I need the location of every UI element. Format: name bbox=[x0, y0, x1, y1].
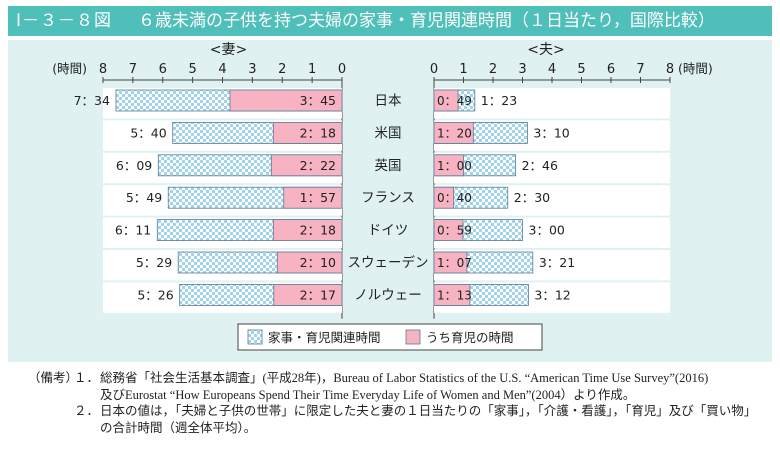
wife-panel-title: <妻> bbox=[210, 42, 247, 58]
country-label: ノルウェー bbox=[354, 287, 422, 303]
wife-childcare-label: 2：17 bbox=[300, 287, 336, 302]
country-label: 英国 bbox=[375, 157, 402, 174]
husband-total-label: 3：12 bbox=[534, 287, 570, 302]
wife-total-label: 5：40 bbox=[130, 125, 166, 140]
husband-total-label: 1：23 bbox=[481, 93, 517, 108]
wife-axis-tick-label: 2 bbox=[278, 62, 286, 77]
husband-childcare-label: 1：07 bbox=[437, 256, 472, 270]
note-number: ２． bbox=[74, 404, 100, 418]
husband-childcare-bar bbox=[433, 219, 464, 242]
wife-childcare-label: 3：45 bbox=[300, 93, 336, 108]
notes-label: （備考） bbox=[28, 371, 79, 385]
husband-total-label: 2：30 bbox=[514, 190, 550, 205]
wife-axis-tick-label: 1 bbox=[308, 62, 316, 77]
legend-box bbox=[237, 323, 543, 351]
husband-axis-tick-label: 1 bbox=[459, 62, 467, 77]
husband-total-label: 3：21 bbox=[539, 255, 575, 270]
wife-childcare-label: 2：18 bbox=[300, 223, 336, 238]
wife-childcare-bar bbox=[283, 186, 343, 209]
husband-total-label: 3：00 bbox=[529, 223, 565, 238]
comparison-bar-chart: <妻> <夫> (時間) (時間) 8 7 6 5 4 3 2 1 0 0 1 2 3 4 5 6 7 8 3：45 7：34… bbox=[52, 42, 713, 351]
husband-childcare-label: 1：00 bbox=[437, 159, 472, 173]
note-number: １． bbox=[74, 371, 100, 385]
note-line: 総務省「社会生活基本調査」(平成28年)，Bureau of Labor Sta… bbox=[100, 371, 709, 385]
note-line: の合計時間（週全体平均）。 bbox=[100, 420, 257, 435]
wife-childcare-label: 2：22 bbox=[300, 158, 336, 173]
wife-childcare-label: 2：10 bbox=[300, 255, 336, 270]
wife-childcare-bar bbox=[272, 122, 343, 144]
country-label: ドイツ bbox=[368, 223, 409, 239]
wife-childcare-bar bbox=[270, 154, 343, 177]
legend-label-childcare: うち育児の時間 bbox=[426, 330, 514, 345]
husband-childcare-bar bbox=[433, 89, 459, 112]
note-item-2: ２． 日本の値は，「夫婦と子供の世帯」に限定した夫と妻の１日当たりの「家事」，「… bbox=[8, 403, 772, 436]
husband-childcare-bar bbox=[433, 186, 455, 209]
wife-childcare-label: 2：18 bbox=[300, 125, 336, 140]
figure-title-bar: Ⅰ－３－８図 ６歳未満の子供を持つ夫婦の家事・育児関連時間（１日当たり，国際比較） bbox=[8, 6, 772, 36]
husband-axis-tick-label: 2 bbox=[489, 62, 497, 77]
wife-childcare-label: 1：57 bbox=[300, 190, 336, 205]
note-line: 日本の値は，「夫婦と子供の世帯」に限定した夫と妻の１日当たりの「家事」，「介護・… bbox=[100, 404, 757, 418]
husband-axis-tick-label: 6 bbox=[607, 62, 615, 77]
husband-axis-tick-label: 7 bbox=[636, 62, 644, 77]
wife-total-label: 7：34 bbox=[74, 93, 110, 108]
husband-childcare-bar bbox=[433, 283, 471, 306]
husband-axis-tick-label: 5 bbox=[577, 62, 585, 77]
wife-axis-tick-label: 4 bbox=[218, 62, 226, 77]
country-label: スウェーデン bbox=[348, 254, 429, 271]
husband-childcare-label: 0：49 bbox=[437, 94, 472, 108]
husband-childcare-label: 0：40 bbox=[437, 191, 472, 205]
husband-axis-tick-label: 3 bbox=[518, 62, 526, 77]
husband-total-label: 3：10 bbox=[533, 125, 569, 140]
wife-axis-tick-label: 0 bbox=[338, 62, 346, 77]
wife-total-label: 5：26 bbox=[137, 287, 173, 302]
husband-panel-title: <夫> bbox=[527, 42, 564, 58]
husband-childcare-bar bbox=[433, 251, 468, 274]
husband-axis-tick-label: 0 bbox=[430, 62, 438, 77]
legend-swatch-total bbox=[247, 329, 263, 345]
wife-total-label: 5：29 bbox=[136, 255, 172, 270]
wife-axis-tick-label: 7 bbox=[129, 62, 137, 77]
legend-swatch-childcare bbox=[405, 329, 421, 345]
wife-total-label: 5：49 bbox=[126, 190, 162, 205]
husband-childcare-label: 1：13 bbox=[437, 288, 472, 302]
figure-title: ６歳未満の子供を持つ夫婦の家事・育児関連時間（１日当たり，国際比較） bbox=[138, 11, 715, 31]
chart-panel: <妻> <夫> (時間) (時間) 8 7 6 5 4 3 2 1 0 0 1 2 3 4 5 6 7 8 3：45 7：34… bbox=[8, 40, 772, 362]
wife-axis-tick-label: 8 bbox=[99, 62, 107, 77]
legend-label-total: 家事・育児関連時間 bbox=[268, 330, 381, 345]
note-item-1: （備考） １． 総務省「社会生活基本調査」(平成28年)，Bureau of L… bbox=[8, 370, 772, 403]
country-label: フランス bbox=[361, 190, 415, 206]
husband-axis-unit-label: (時間) bbox=[678, 61, 713, 76]
wife-axis-tick-label: 6 bbox=[159, 62, 167, 77]
country-label: 日本 bbox=[375, 93, 402, 109]
wife-total-label: 6：11 bbox=[115, 223, 151, 238]
country-label: 米国 bbox=[375, 125, 402, 141]
wife-axis-unit-label: (時間) bbox=[52, 61, 87, 76]
wife-childcare-bar bbox=[276, 251, 343, 274]
wife-childcare-bar bbox=[272, 219, 343, 242]
husband-axis-tick-label: 4 bbox=[548, 62, 556, 77]
figure-number: Ⅰ－３－８図 bbox=[16, 11, 113, 31]
notes-section: （備考） １． 総務省「社会生活基本調査」(平成28年)，Bureau of L… bbox=[8, 370, 772, 436]
husband-axis-tick-label: 8 bbox=[666, 62, 674, 77]
husband-childcare-label: 1：20 bbox=[437, 126, 472, 140]
wife-total-label: 6：09 bbox=[116, 158, 152, 173]
note-line: 及びEurostat “How Europeans Spend Their Ti… bbox=[100, 387, 636, 402]
husband-childcare-label: 0：59 bbox=[437, 224, 472, 238]
wife-axis-tick-label: 5 bbox=[188, 62, 196, 77]
wife-childcare-bar bbox=[229, 89, 343, 112]
wife-axis-tick-label: 3 bbox=[248, 62, 256, 77]
husband-childcare-bar bbox=[433, 122, 474, 144]
husband-childcare-bar bbox=[433, 154, 464, 177]
wife-childcare-bar bbox=[273, 283, 343, 306]
husband-total-label: 2：46 bbox=[522, 158, 558, 173]
